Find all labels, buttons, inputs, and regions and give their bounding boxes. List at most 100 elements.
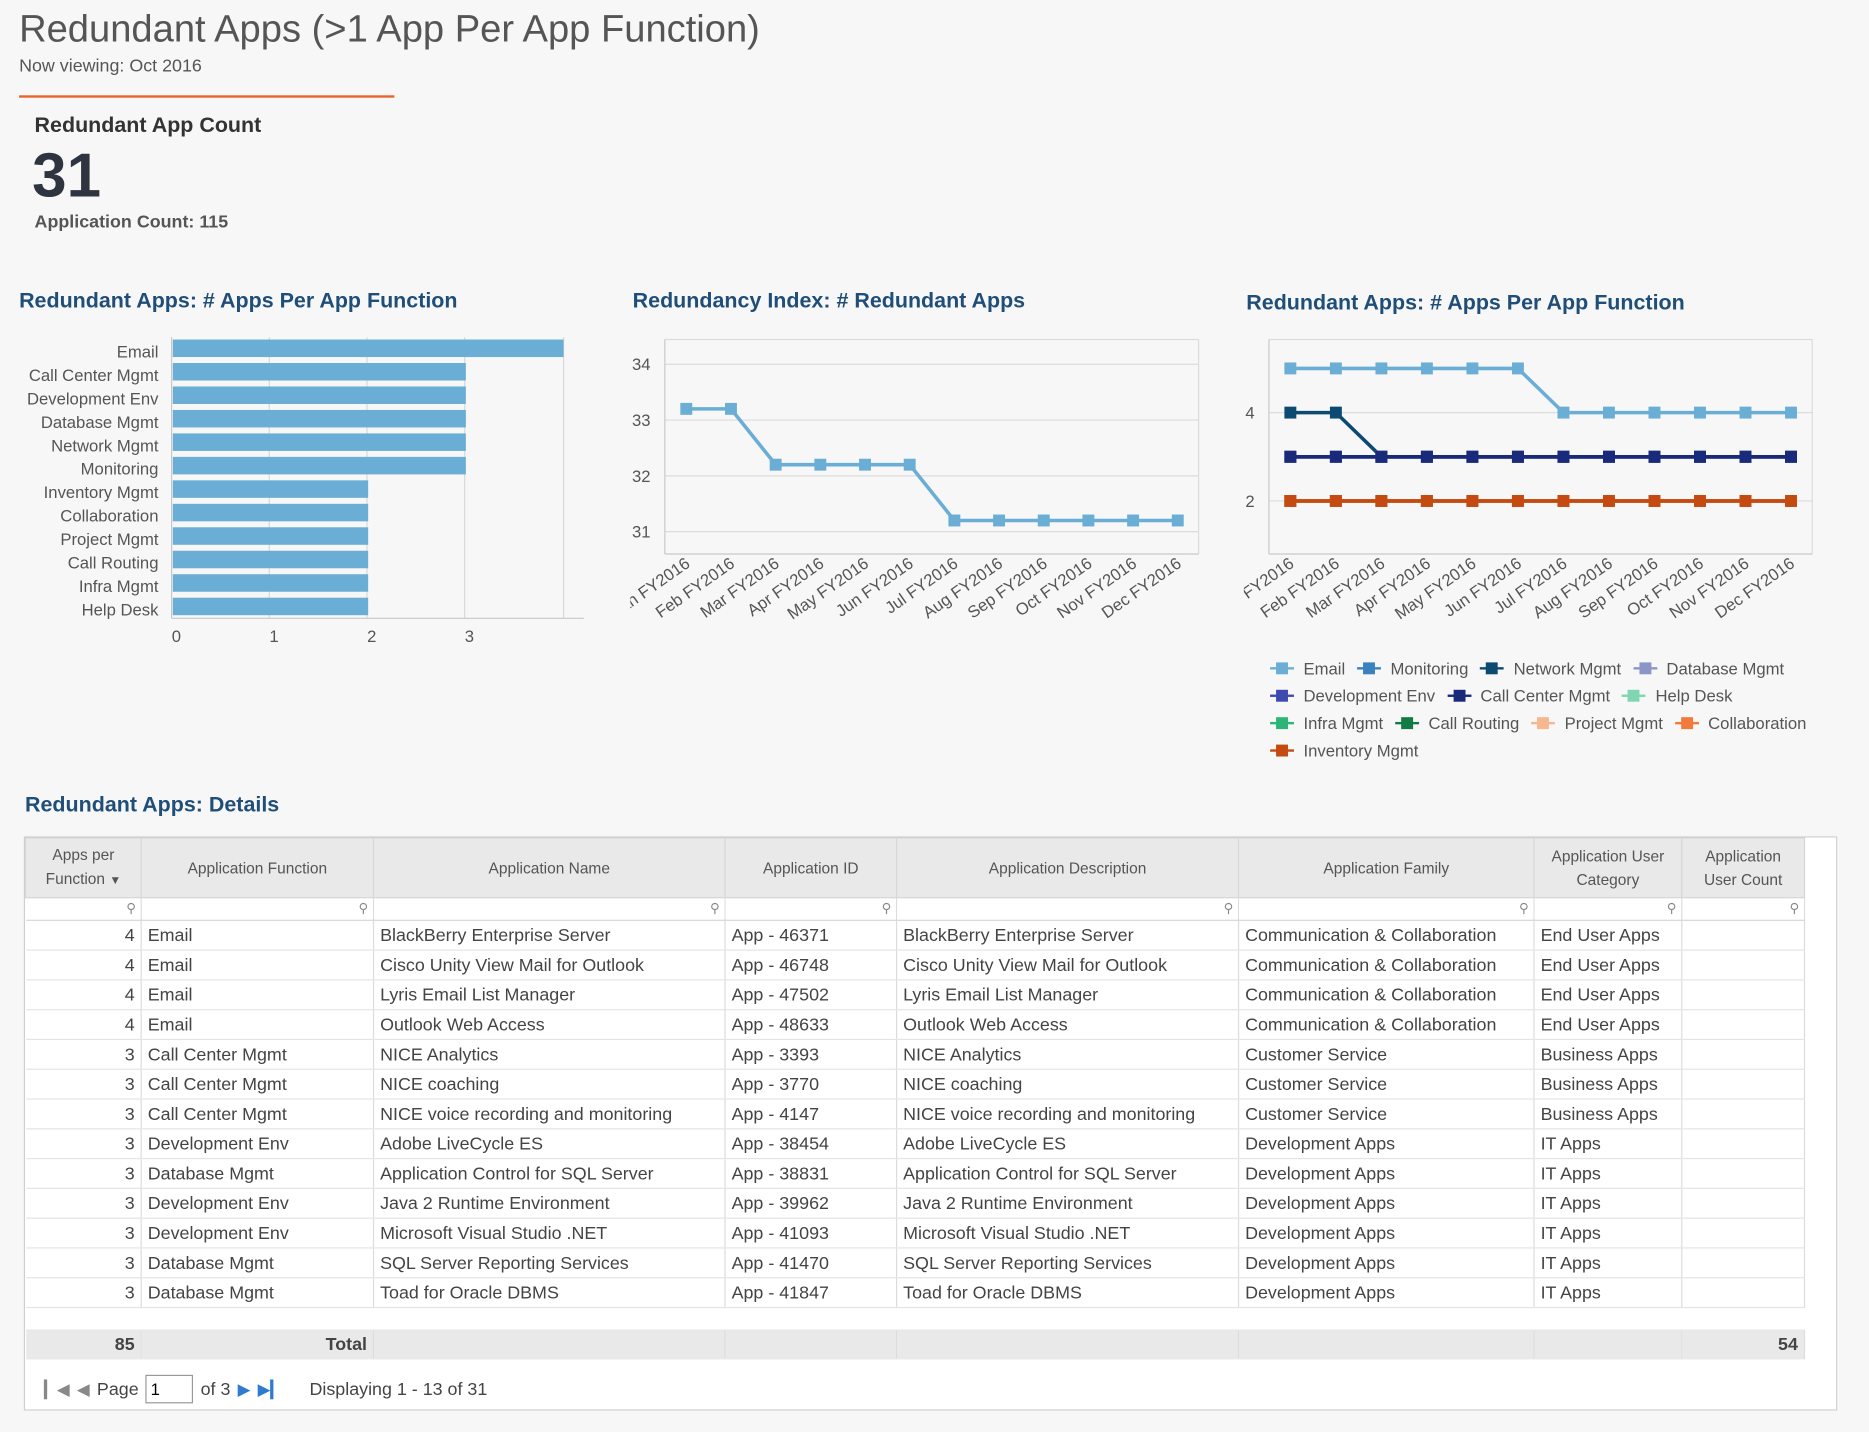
bar-inventory-mgmt[interactable]: [172, 480, 369, 498]
data-point[interactable]: [1466, 495, 1479, 507]
data-point[interactable]: [1648, 450, 1661, 463]
data-point[interactable]: [903, 458, 916, 471]
table-row[interactable]: 3 Database Mgmt Application Control for SQ…: [25, 1158, 1806, 1189]
data-point[interactable]: [1375, 450, 1388, 463]
column-header-application-user-category[interactable]: Application User Category: [1533, 837, 1683, 899]
next-page-icon[interactable]: ▶: [237, 1378, 251, 1399]
data-point[interactable]: [1420, 495, 1433, 507]
data-point[interactable]: [1739, 495, 1752, 507]
table-row[interactable]: 3 Database Mgmt Toad for Oracle DBMS App - …: [25, 1277, 1806, 1309]
column-filter-input[interactable]: ⚲: [1681, 897, 1806, 921]
data-point[interactable]: [1739, 406, 1752, 419]
bar-infra-mgmt[interactable]: [172, 574, 369, 592]
table-row[interactable]: 4 Email Cisco Unity View Mail for Outlook A…: [25, 950, 1806, 981]
prev-page-icon[interactable]: ◀: [76, 1378, 90, 1399]
data-point[interactable]: [1375, 495, 1388, 507]
legend-item-call-routing[interactable]: Call Routing: [1395, 709, 1519, 736]
data-point[interactable]: [1785, 406, 1797, 419]
data-point[interactable]: [1694, 450, 1706, 463]
data-point[interactable]: [680, 402, 693, 415]
data-point[interactable]: [769, 458, 782, 471]
data-point[interactable]: [1603, 406, 1615, 419]
bar-help-desk[interactable]: [172, 597, 369, 616]
legend-item-database-mgmt[interactable]: Database Mgmt: [1633, 654, 1784, 681]
table-row[interactable]: 4 Email BlackBerry Enterprise Server App - …: [25, 920, 1806, 951]
data-point[interactable]: [1557, 406, 1570, 419]
table-row[interactable]: 4 Email Lyris Email List Manager App - 4750…: [25, 979, 1806, 1011]
data-point[interactable]: [1603, 450, 1615, 463]
data-point[interactable]: [1284, 362, 1297, 375]
column-header-apps-per-function[interactable]: Apps per Function ▼: [25, 837, 142, 899]
table-row[interactable]: 4 Email Outlook Web Access App - 48633 Outlo…: [25, 1009, 1806, 1041]
data-point[interactable]: [1329, 495, 1342, 507]
data-point[interactable]: [725, 402, 737, 415]
data-point[interactable]: [1284, 406, 1297, 419]
bar-database-mgmt[interactable]: [172, 409, 466, 428]
last-page-icon[interactable]: ▶▎: [257, 1378, 284, 1399]
data-point[interactable]: [1785, 450, 1797, 463]
data-point[interactable]: [1037, 514, 1050, 527]
legend-item-call-center-mgmt[interactable]: Call Center Mgmt: [1447, 681, 1610, 708]
data-point[interactable]: [1284, 450, 1297, 463]
filter-search-icon[interactable]: ⚲: [1223, 901, 1234, 917]
table-row[interactable]: 3 Database Mgmt SQL Server Reporting Servi…: [25, 1247, 1806, 1279]
data-point[interactable]: [1603, 495, 1615, 507]
filter-search-icon[interactable]: ⚲: [126, 901, 136, 917]
legend-item-inventory-mgmt[interactable]: Inventory Mgmt: [1270, 736, 1418, 763]
table-row[interactable]: 3 Call Center Mgmt NICE Analytics App - 339…: [25, 1039, 1806, 1070]
data-point[interactable]: [814, 458, 827, 471]
data-point[interactable]: [993, 514, 1006, 527]
legend-item-collaboration[interactable]: Collaboration: [1674, 709, 1806, 736]
data-point[interactable]: [1694, 495, 1706, 507]
column-filter-input[interactable]: ⚲: [25, 897, 142, 921]
table-row[interactable]: 3 Call Center Mgmt NICE coaching App - 3770…: [25, 1069, 1806, 1100]
column-header-application-user-count[interactable]: Application User Count: [1681, 837, 1806, 899]
data-point[interactable]: [1648, 495, 1661, 507]
column-filter-input[interactable]: ⚲: [1534, 897, 1683, 921]
data-point[interactable]: [1329, 406, 1342, 419]
data-point[interactable]: [1694, 406, 1706, 419]
column-header-application-id[interactable]: Application ID: [724, 837, 898, 899]
legend-item-development-env[interactable]: Development Env: [1270, 681, 1435, 708]
column-header-application-description[interactable]: Application Description: [895, 837, 1240, 899]
filter-search-icon[interactable]: ⚲: [1666, 901, 1677, 917]
data-point[interactable]: [1648, 406, 1661, 419]
table-row[interactable]: 3 Development Env Microsoft Visual Studio …: [25, 1218, 1806, 1249]
table-row[interactable]: 3 Call Center Mgmt NICE voice recording an…: [25, 1099, 1806, 1130]
data-point[interactable]: [1082, 514, 1095, 527]
data-point[interactable]: [1127, 514, 1140, 527]
data-point[interactable]: [1466, 450, 1479, 463]
bar-call-routing[interactable]: [172, 550, 369, 569]
data-point[interactable]: [1785, 495, 1797, 507]
bar-development-env[interactable]: [172, 386, 466, 404]
data-point[interactable]: [1557, 495, 1570, 507]
legend-item-email[interactable]: Email: [1270, 654, 1345, 681]
legend-item-network-mgmt[interactable]: Network Mgmt: [1480, 654, 1621, 681]
bar-email[interactable]: [172, 339, 564, 358]
data-point[interactable]: [1329, 450, 1342, 463]
filter-search-icon[interactable]: ⚲: [710, 901, 720, 917]
data-point[interactable]: [1329, 362, 1342, 375]
column-header-application-name[interactable]: Application Name: [372, 837, 726, 899]
legend-item-help-desk[interactable]: Help Desk: [1622, 681, 1732, 708]
data-point[interactable]: [859, 458, 871, 471]
legend-item-monitoring[interactable]: Monitoring: [1357, 654, 1468, 681]
bar-monitoring[interactable]: [172, 456, 466, 475]
table-row[interactable]: 3 Development Env Adobe LiveCycle ES App - …: [25, 1128, 1806, 1160]
legend-item-project-mgmt[interactable]: Project Mgmt: [1531, 709, 1663, 736]
column-header-application-function[interactable]: Application Function: [140, 837, 375, 899]
legend-item-infra-mgmt[interactable]: Infra Mgmt: [1270, 709, 1383, 736]
filter-search-icon[interactable]: ⚲: [358, 901, 369, 917]
column-filter-input[interactable]: ⚲: [373, 897, 726, 921]
bar-call-center-mgmt[interactable]: [172, 363, 466, 381]
filter-search-icon[interactable]: ⚲: [1789, 901, 1800, 917]
data-point[interactable]: [1466, 362, 1479, 375]
column-filter-input[interactable]: ⚲: [725, 897, 898, 921]
column-header-application-family[interactable]: Application Family: [1237, 837, 1535, 899]
first-page-icon[interactable]: ▎◀: [44, 1378, 70, 1399]
data-point[interactable]: [1375, 362, 1388, 375]
data-point[interactable]: [1557, 450, 1570, 463]
data-point[interactable]: [1284, 495, 1297, 507]
data-point[interactable]: [1511, 362, 1524, 375]
data-point[interactable]: [1511, 495, 1524, 507]
